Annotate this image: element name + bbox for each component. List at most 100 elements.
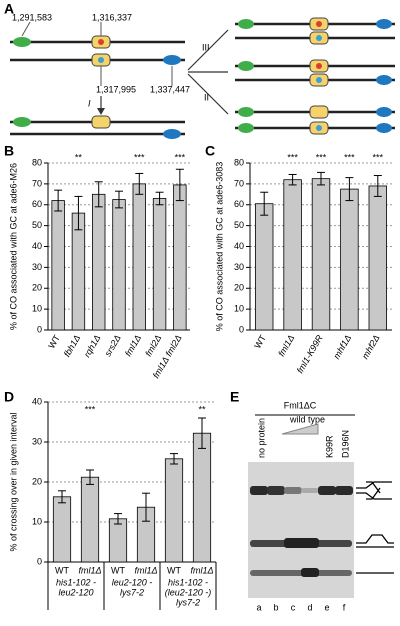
bar [52, 496, 72, 563]
bar [108, 518, 128, 563]
group-label: lys7-2 [176, 597, 200, 607]
x-tick-label: fml1Δ [134, 565, 157, 575]
y-tick-label: 70 [234, 178, 244, 188]
lane-letter: f [343, 602, 346, 612]
y-tick-label: 60 [32, 199, 42, 209]
x-tick-label: fml2Δ [143, 333, 163, 358]
pathway-label: I [88, 98, 91, 108]
significance: ** [198, 404, 206, 414]
significance: *** [134, 152, 145, 162]
bar [164, 458, 184, 563]
y-tick-label: 10 [234, 304, 244, 314]
y-tick-label: 40 [32, 396, 42, 406]
x-tick-label: WT [111, 565, 125, 575]
panel-label: A [4, 1, 14, 17]
y-tick-label: 40 [234, 241, 244, 251]
x-tick-label: WT [55, 565, 69, 575]
x-tick-label: fml1Δ [78, 565, 101, 575]
bar [340, 188, 359, 331]
y-tick-label: 0 [239, 324, 244, 334]
significance: *** [287, 152, 298, 162]
y-axis-label: % of CO associated with GC at ade6-3083 [214, 162, 224, 332]
group-label: leu2-120 - [112, 577, 153, 587]
y-axis-label: % of crossing over in given interval [8, 412, 18, 551]
bar [132, 183, 146, 331]
y-tick-label: 10 [32, 304, 42, 314]
x-tick-label: rqh1Δ [82, 333, 103, 359]
y-tick-label: 50 [32, 220, 42, 230]
y-tick-label: 10 [32, 516, 42, 526]
position-label: 1,337,447 [150, 84, 190, 94]
x-tick-label: mhf1Δ [332, 333, 354, 361]
x-tick-label: mhf2Δ [360, 333, 382, 361]
y-tick-label: 60 [234, 199, 244, 209]
significance: *** [175, 152, 186, 162]
y-tick-label: 80 [32, 157, 42, 167]
position-label: 1,317,995 [96, 84, 136, 94]
y-tick-label: 70 [32, 178, 42, 188]
x-tick-label: fml1Δ [276, 333, 296, 358]
bar [51, 200, 65, 331]
bar [192, 432, 212, 563]
y-tick-label: 40 [32, 241, 42, 251]
panel-label: C [205, 143, 215, 159]
y-tick-label: 30 [234, 262, 244, 272]
x-tick-label: WT [46, 333, 62, 351]
bar [152, 198, 167, 331]
gel [248, 414, 394, 598]
bar [311, 178, 331, 331]
bar [173, 184, 187, 331]
significance: *** [344, 152, 355, 162]
x-tick-label: WT [167, 565, 181, 575]
y-tick-label: 30 [32, 262, 42, 272]
y-tick-label: 50 [234, 220, 244, 230]
lane-letter: b [273, 602, 278, 612]
group-label: his1-102 - [168, 577, 208, 587]
significance: *** [316, 152, 327, 162]
panel-label: D [4, 389, 14, 405]
bar [112, 199, 126, 331]
lane-letter: e [324, 602, 329, 612]
significance: *** [373, 152, 384, 162]
y-tick-label: 0 [37, 324, 42, 334]
y-tick-label: 30 [32, 436, 42, 446]
bar [254, 203, 274, 331]
y-tick-label: 0 [37, 556, 42, 566]
bar [71, 212, 86, 331]
group-label: lys7-2 [120, 587, 144, 597]
significance: *** [85, 404, 96, 414]
bar [283, 179, 302, 331]
x-tick-label: fml1Δ [123, 333, 143, 358]
pathway-label: III [202, 42, 210, 52]
bar [92, 193, 106, 331]
diagram [10, 17, 395, 139]
y-axis-label: % of CO associated with GC at ade6-M26 [8, 163, 18, 330]
lane-label: D196N [340, 430, 350, 458]
bar [368, 185, 388, 331]
significance: ** [75, 152, 83, 162]
panel-label: E [230, 389, 239, 405]
panel-label: B [4, 143, 14, 159]
y-tick-label: 20 [32, 476, 42, 486]
group-label: (leu2-120 -) [165, 587, 212, 597]
lane-label: no protein [256, 418, 266, 458]
lane-letter: a [256, 602, 261, 612]
group-label: leu2-120 [58, 587, 93, 597]
x-tick-label: srs2Δ [103, 333, 123, 358]
position-label: 1,316,337 [92, 12, 132, 22]
pathway-label: II [204, 92, 209, 102]
lane-label: wild type [289, 414, 325, 424]
x-tick-label: fml1-K99R [295, 333, 325, 375]
lane-letter: d [307, 602, 312, 612]
y-tick-label: 20 [234, 283, 244, 293]
bar [80, 476, 100, 563]
lane-label: K99R [324, 435, 334, 458]
position-label: 1,291,583 [12, 12, 52, 22]
y-tick-label: 20 [32, 283, 42, 293]
lane-letter: c [291, 602, 296, 612]
y-tick-label: 80 [234, 157, 244, 167]
x-tick-label: WT [252, 333, 268, 351]
gel-title: Fml1ΔC [284, 400, 317, 410]
group-label: his1-102 - [56, 577, 96, 587]
